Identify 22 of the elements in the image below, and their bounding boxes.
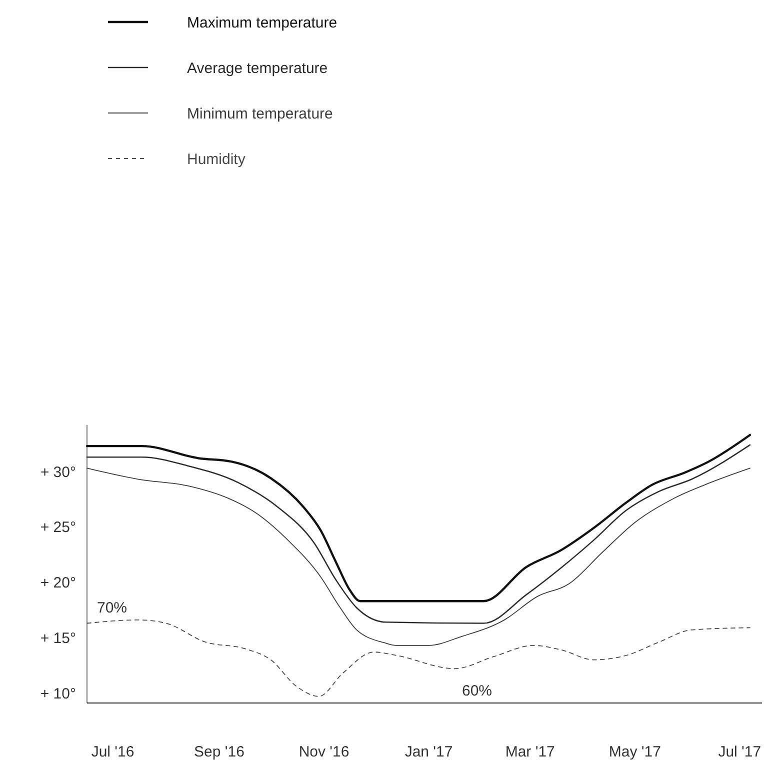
x-tick-label: Mar '17	[505, 743, 555, 760]
text: Average temperature	[187, 60, 328, 77]
text: Maximum temperature	[187, 14, 338, 32]
y-tick-label: + 15°	[40, 630, 76, 647]
x-tick-label: Jan '17	[404, 743, 453, 760]
y-tick-label: + 10°	[40, 685, 76, 702]
x-tick-label: Sep '16	[194, 743, 244, 760]
y-tick-label: + 30°	[40, 464, 76, 481]
line-series	[86, 619, 750, 697]
x-tick-label: Jul '16	[91, 743, 134, 760]
text: Minimum temperature	[187, 105, 333, 122]
line-series	[86, 434, 752, 602]
x-tick-label: Jul '17	[718, 743, 762, 760]
annotation: 60%	[462, 682, 492, 700]
line-series	[86, 468, 750, 646]
y-tick-label: + 20°	[40, 574, 76, 592]
y-tick-label: + 25°	[40, 519, 76, 536]
line-series	[86, 444, 751, 624]
text: Humidity	[187, 150, 246, 168]
annotation: 70%	[96, 599, 128, 616]
x-tick-label: May '17	[608, 743, 661, 760]
x-tick-label: Nov '16	[298, 743, 350, 760]
